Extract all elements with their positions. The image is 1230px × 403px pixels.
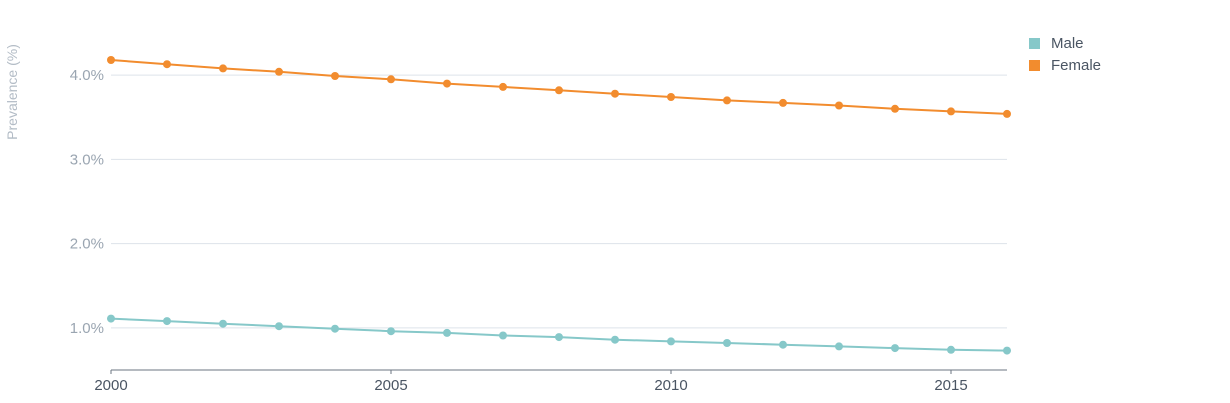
data-point-female[interactable] xyxy=(275,67,283,76)
data-point-female[interactable] xyxy=(611,89,619,98)
x-tick-label: 2000 xyxy=(94,377,127,394)
x-axis-ticks: 2000 2005 2010 2015 xyxy=(94,370,968,394)
data-point-female[interactable] xyxy=(835,101,843,110)
legend-swatch xyxy=(1029,38,1040,49)
data-point-male[interactable] xyxy=(779,340,787,349)
x-tick-label: 2005 xyxy=(374,377,407,394)
data-point-male[interactable] xyxy=(947,345,955,354)
legend-item-male[interactable]: Male xyxy=(1029,35,1084,52)
data-point-male[interactable] xyxy=(107,314,115,323)
data-point-female[interactable] xyxy=(499,82,507,91)
data-point-female[interactable] xyxy=(555,86,563,95)
data-point-female[interactable] xyxy=(331,72,339,80)
data-point-male[interactable] xyxy=(163,317,171,326)
legend-item-female[interactable]: Female xyxy=(1029,57,1101,74)
data-point-male[interactable] xyxy=(1003,346,1011,355)
data-point-female[interactable] xyxy=(163,60,171,69)
data-point-female[interactable] xyxy=(219,64,227,73)
y-tick-label: 4.0% xyxy=(70,67,104,84)
legend-swatch xyxy=(1029,60,1040,71)
series-male[interactable] xyxy=(107,314,1011,355)
data-point-male[interactable] xyxy=(275,322,283,331)
series-lines xyxy=(107,56,1011,355)
data-point-male[interactable] xyxy=(499,331,507,340)
y-axis-ticks: 1.0% 2.0% 3.0% 4.0% xyxy=(70,67,104,337)
data-point-male[interactable] xyxy=(723,339,731,347)
data-point-male[interactable] xyxy=(555,333,563,342)
x-tick-label: 2015 xyxy=(934,377,967,394)
y-tick-label: 2.0% xyxy=(70,236,104,253)
legend-label: Female xyxy=(1051,57,1101,74)
legend[interactable]: Male Female xyxy=(1029,35,1101,74)
data-point-female[interactable] xyxy=(387,75,395,84)
data-point-male[interactable] xyxy=(331,324,339,333)
data-point-female[interactable] xyxy=(1003,109,1011,118)
data-point-female[interactable] xyxy=(667,93,675,101)
data-point-male[interactable] xyxy=(891,344,899,353)
data-point-female[interactable] xyxy=(947,107,955,116)
data-point-female[interactable] xyxy=(723,96,731,105)
data-point-female[interactable] xyxy=(779,98,787,107)
series-female[interactable] xyxy=(107,56,1011,118)
y-tick-label: 3.0% xyxy=(70,151,104,168)
data-point-male[interactable] xyxy=(387,327,395,336)
data-point-female[interactable] xyxy=(443,79,451,88)
legend-label: Male xyxy=(1051,35,1084,52)
y-tick-label: 1.0% xyxy=(70,320,104,337)
data-point-male[interactable] xyxy=(219,319,227,328)
data-point-male[interactable] xyxy=(611,335,619,344)
x-tick-label: 2010 xyxy=(654,377,687,394)
data-point-male[interactable] xyxy=(667,337,675,346)
data-point-female[interactable] xyxy=(107,56,115,64)
y-axis-label: Prevalence (%) xyxy=(4,44,20,140)
gridlines xyxy=(111,74,1007,329)
data-point-male[interactable] xyxy=(443,328,451,337)
data-point-female[interactable] xyxy=(891,104,899,113)
data-point-male[interactable] xyxy=(835,342,843,351)
